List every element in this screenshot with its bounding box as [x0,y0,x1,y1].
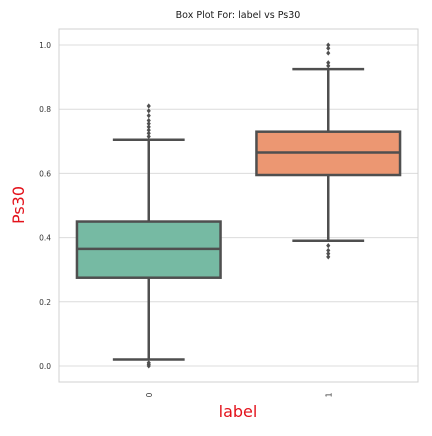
outlier-point [146,130,151,136]
outlier-point [326,251,331,257]
outlier-point [146,117,151,124]
outlier-point [326,243,331,249]
box-group-1 [255,42,402,260]
outlier-point [326,63,331,69]
y-tick-label: 0.8 [39,105,51,114]
chart-title: Box Plot For: label vs Ps30 [176,10,301,21]
y-tick-label: 0.4 [39,234,51,243]
y-tick-label: 0.2 [39,298,51,307]
axes-frame [58,28,419,383]
x-tick-label: 1 [324,392,333,397]
outlier-point [146,113,151,119]
outlier-point [146,121,151,127]
x-axis-label: label [219,402,258,421]
outlier-point [326,254,331,260]
outlier-point [146,360,151,366]
y-tick-label: 0.0 [39,362,51,371]
outlier-point [326,45,331,51]
x-tick-label: 0 [145,392,154,397]
outlier-point [146,133,151,140]
box-group-0 [75,103,222,369]
outlier-point [326,60,331,66]
grid-layer [59,44,418,367]
y-tick-label: 0.6 [39,169,51,178]
outlier-point [146,108,151,114]
outlier-point [326,42,331,48]
outlier-point [146,124,151,130]
box-layer [75,42,402,369]
y-tick-label: 1.0 [39,41,51,50]
outlier-point [146,103,151,109]
y-axis-label: Ps30 [9,186,28,224]
y-tick-labels: 0.0 0.2 0.4 0.6 0.8 1.0 [39,41,51,371]
outlier-point [326,247,331,254]
outlier-point [326,50,331,56]
outlier-point [146,127,151,133]
